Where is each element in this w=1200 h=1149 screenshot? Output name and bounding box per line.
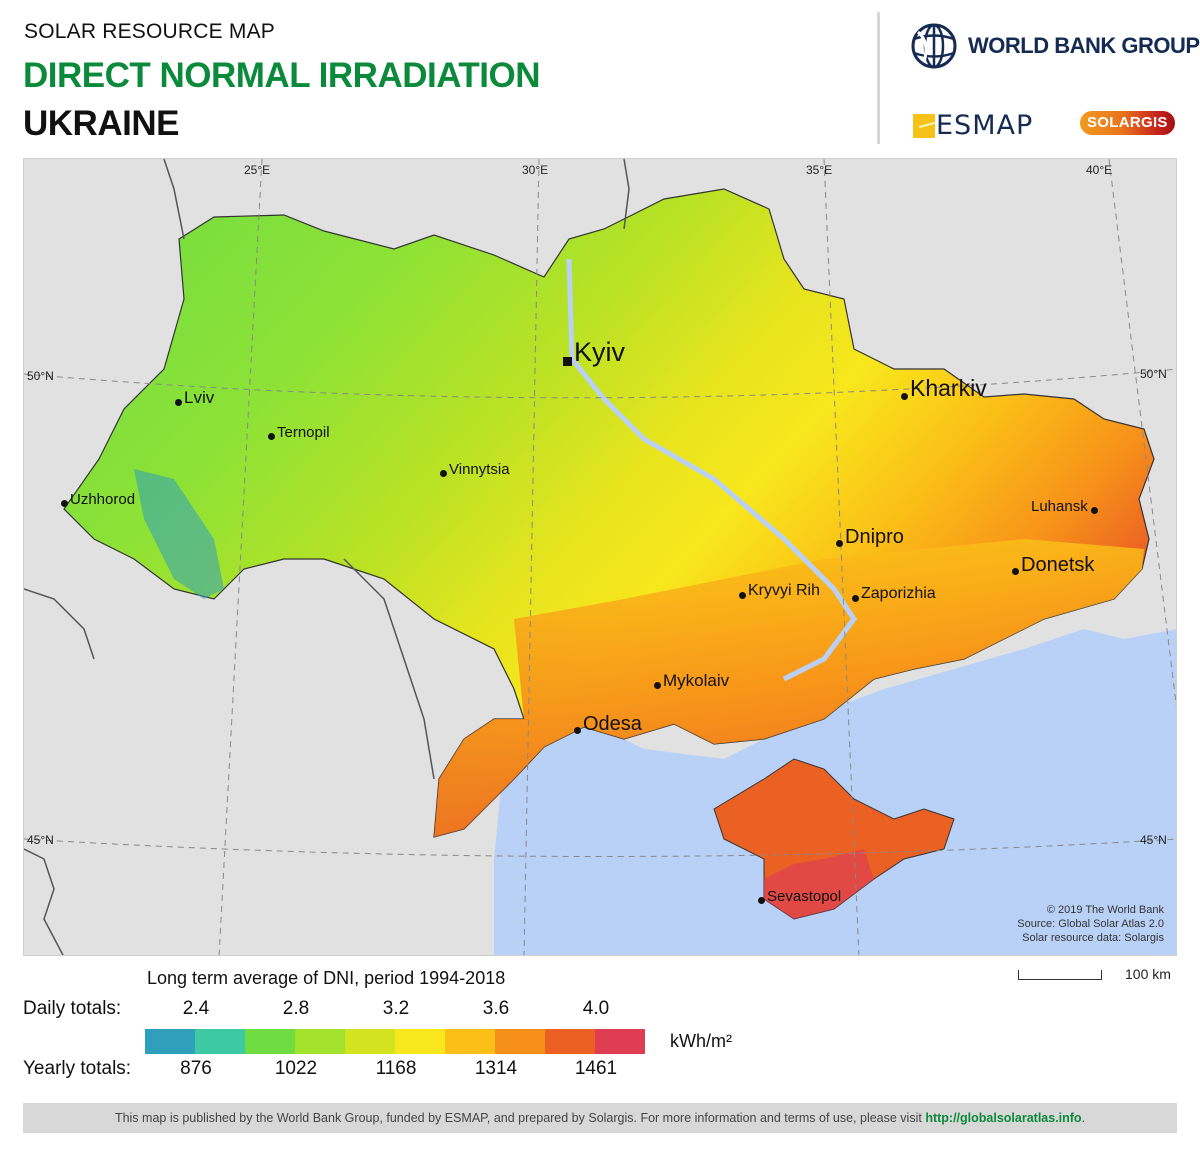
map-credits: © 2019 The World Bank Source: Global Sol…	[1017, 903, 1164, 945]
city-uzhhorod: Uzhhorod	[61, 492, 135, 507]
city-marker-icon	[836, 540, 843, 547]
color-swatch	[245, 1029, 295, 1054]
lon-label-40: 40°E	[1086, 163, 1113, 177]
city-sevastopol: Sevastopol	[758, 889, 841, 904]
city-lviv: Lviv	[175, 389, 214, 406]
footer-text: This map is published by the World Bank …	[114, 1111, 926, 1125]
atlas-link[interactable]: http://globalsolaratlas.info	[925, 1111, 1082, 1125]
footer-end: .	[1081, 1111, 1086, 1125]
lat-label-50-right: 50°N	[1140, 367, 1167, 381]
city-luhansk: Luhansk	[1029, 499, 1098, 514]
lat-label-45-left: 45°N	[27, 833, 54, 847]
city-marker-icon	[440, 470, 447, 477]
color-swatch	[395, 1029, 445, 1054]
scale-label: 100 km	[1125, 966, 1171, 982]
country-title: UKRAINE	[23, 104, 179, 143]
city-odesa: Odesa	[574, 714, 642, 734]
color-scale	[145, 1029, 645, 1054]
lon-label-30: 30°E	[522, 163, 549, 177]
world-bank-logo: WORLD BANK GROUP	[910, 22, 1200, 70]
daily-totals-label: Daily totals:	[23, 998, 122, 1019]
city-marker-icon	[852, 595, 859, 602]
solar-map: 25°E 30°E 35°E 40°E 50°N 50°N 45°N 45°N …	[23, 158, 1177, 956]
carpathian-mountains	[134, 469, 224, 599]
city-zaporizhia: Zaporizhia	[852, 586, 936, 602]
yearly-tick: 1461	[574, 1058, 618, 1079]
city-marker-icon	[739, 592, 746, 599]
color-swatch	[145, 1029, 195, 1054]
yearly-tick: 1314	[474, 1058, 518, 1079]
color-swatch	[295, 1029, 345, 1054]
city-marker-icon	[901, 393, 908, 400]
map-subtitle: SOLAR RESOURCE MAP	[24, 20, 275, 43]
city-kryvyi-rih: Kryvyi Rih	[739, 583, 820, 599]
legend-title: Long term average of DNI, period 1994-20…	[147, 968, 506, 988]
lon-label-25: 25°E	[244, 163, 271, 177]
map-title: DIRECT NORMAL IRRADIATION	[23, 56, 541, 95]
daily-tick: 3.6	[482, 998, 510, 1019]
color-swatch	[495, 1029, 545, 1054]
crimea-south	[764, 849, 874, 919]
daily-tick: 2.8	[282, 998, 310, 1019]
scale-bar	[1018, 970, 1102, 980]
globe-icon	[911, 23, 957, 69]
daily-tick: 4.0	[582, 998, 610, 1019]
city-marker-icon	[61, 500, 68, 507]
source-text: Source: Global Solar Atlas 2.0	[1017, 918, 1164, 930]
header-divider	[877, 12, 880, 144]
legend-unit: kWh/m²	[670, 1031, 732, 1051]
graticule	[24, 159, 1176, 955]
city-marker-icon	[654, 682, 661, 689]
footer: This map is published by the World Bank …	[23, 1103, 1177, 1133]
southern-region	[434, 539, 1144, 837]
solargis-logo: SOLARGIS	[1080, 111, 1175, 135]
esmap-logo: ESMAP	[913, 110, 1033, 141]
color-swatch	[595, 1029, 645, 1054]
color-swatch	[445, 1029, 495, 1054]
lat-label-45-right: 45°N	[1140, 833, 1167, 847]
country-borders	[24, 159, 630, 955]
yearly-totals-label: Yearly totals:	[23, 1058, 132, 1079]
capital-marker-icon	[563, 357, 572, 366]
city-dnipro: Dnipro	[836, 527, 904, 547]
color-swatch	[545, 1029, 595, 1054]
yearly-tick: 1168	[375, 1058, 417, 1079]
city-vinnytsia: Vinnytsia	[440, 462, 510, 477]
city-ternopil: Ternopil	[268, 425, 330, 440]
color-swatch	[345, 1029, 395, 1054]
city-marker-icon	[175, 399, 182, 406]
city-marker-icon	[1090, 507, 1098, 514]
daily-tick: 2.4	[182, 998, 210, 1019]
lat-label-50-left: 50°N	[27, 369, 54, 383]
color-swatch	[195, 1029, 245, 1054]
header: SOLAR RESOURCE MAP DIRECT NORMAL IRRADIA…	[0, 0, 1200, 155]
city-kyiv: Kyiv	[563, 339, 625, 366]
city-marker-icon	[1012, 568, 1019, 575]
sun-icon	[913, 113, 935, 138]
lon-label-35: 35°E	[806, 163, 833, 177]
city-mykolaiv: Mykolaiv	[654, 672, 729, 689]
copyright-text: © 2019 The World Bank	[1046, 904, 1164, 916]
data-source-text: Solar resource data: Solargis	[1022, 932, 1164, 944]
daily-tick: 3.2	[382, 998, 410, 1019]
city-marker-icon	[574, 727, 581, 734]
city-donetsk: Donetsk	[1012, 555, 1094, 575]
city-kharkiv: Kharkiv	[901, 377, 987, 400]
esmap-text: ESMAP	[936, 110, 1034, 141]
yearly-tick: 876	[180, 1058, 212, 1079]
city-marker-icon	[268, 433, 275, 440]
city-marker-icon	[758, 897, 765, 904]
world-bank-text: WORLD BANK GROUP	[968, 33, 1200, 58]
dnipro-river	[566, 258, 858, 682]
yearly-tick: 1022	[274, 1058, 318, 1079]
map-canvas	[24, 159, 1176, 955]
